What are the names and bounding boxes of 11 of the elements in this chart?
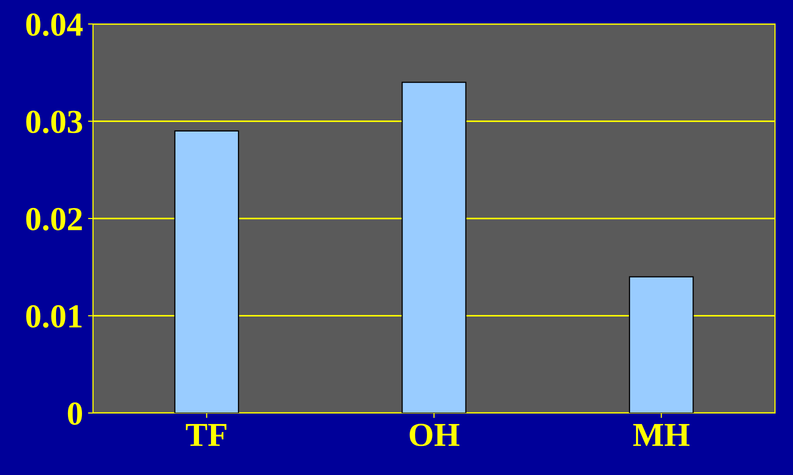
y-tick-label: 0.03 <box>26 110 82 134</box>
x-tick-label: MH <box>633 424 690 446</box>
x-tick-label: OH <box>410 424 460 446</box>
bar <box>174 130 240 413</box>
y-tick-label: 0.04 <box>26 13 83 36</box>
bar <box>628 276 694 413</box>
y-tick-label: 0.01 <box>26 305 82 328</box>
y-tick-label: 0 <box>68 402 82 425</box>
y-tick-label: 0.02 <box>26 208 82 231</box>
bar <box>402 82 466 413</box>
x-tick-label: TF <box>186 424 226 446</box>
